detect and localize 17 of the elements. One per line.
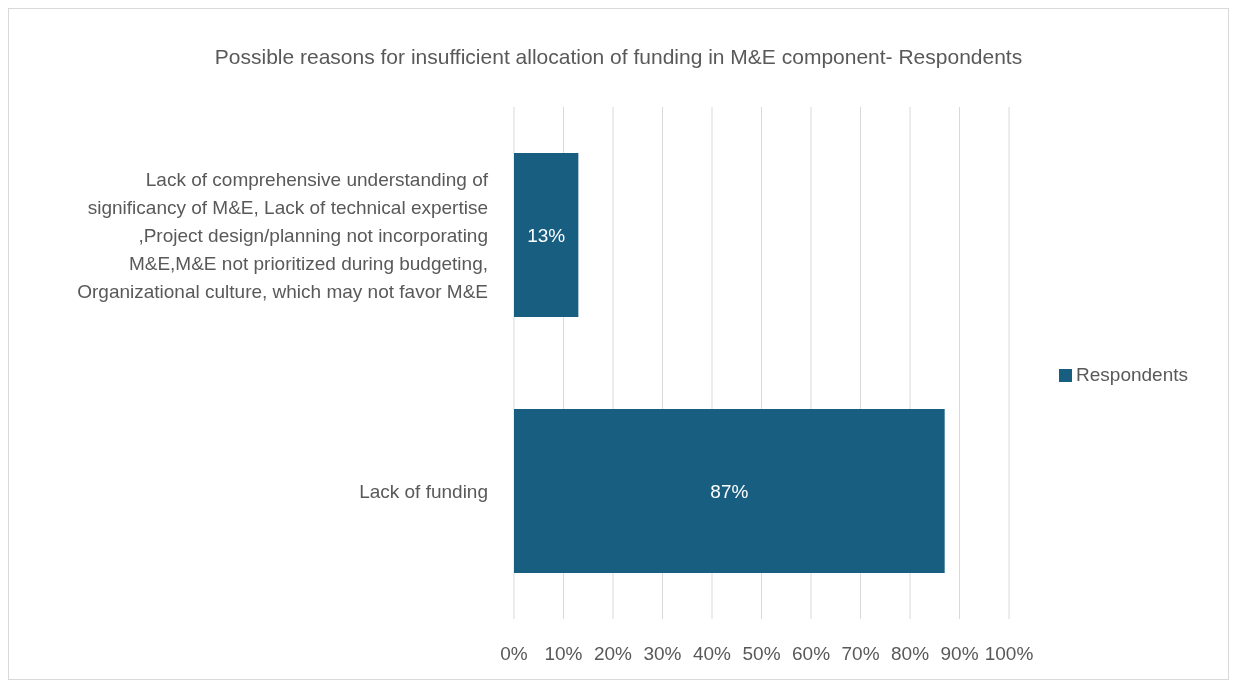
data-label: 13% [527,224,566,246]
data-label: 87% [710,480,749,502]
y-tick-label: Lack of comprehensive understanding of significancy of M&E, Lack of technical expertise ,Project design/planning not incorporating M&E,M&E not prioritized during budgeting, Organizational culture, which may not favor M&E [77,168,489,302]
x-tick-label: 20% [593,643,633,665]
legend-label: Respondents [1076,364,1188,385]
x-tick-label: 10% [544,643,583,665]
x-tick-label: 30% [643,643,682,665]
x-tick-label: 100% [984,643,1034,665]
chart-title: Possible reasons for insufficient allocation of funding in M&E component- Respondents [213,44,1024,70]
x-tick-label: 50% [742,643,781,665]
x-tick-label: 90% [940,643,979,665]
x-tick-label: 80% [891,643,930,665]
x-tick-label: 70% [841,643,880,665]
x-tick-label: 40% [693,643,732,665]
x-tick-label: 0% [500,643,528,665]
x-tick-label: 60% [792,643,831,665]
y-tick-label: Lack of funding [359,480,488,502]
